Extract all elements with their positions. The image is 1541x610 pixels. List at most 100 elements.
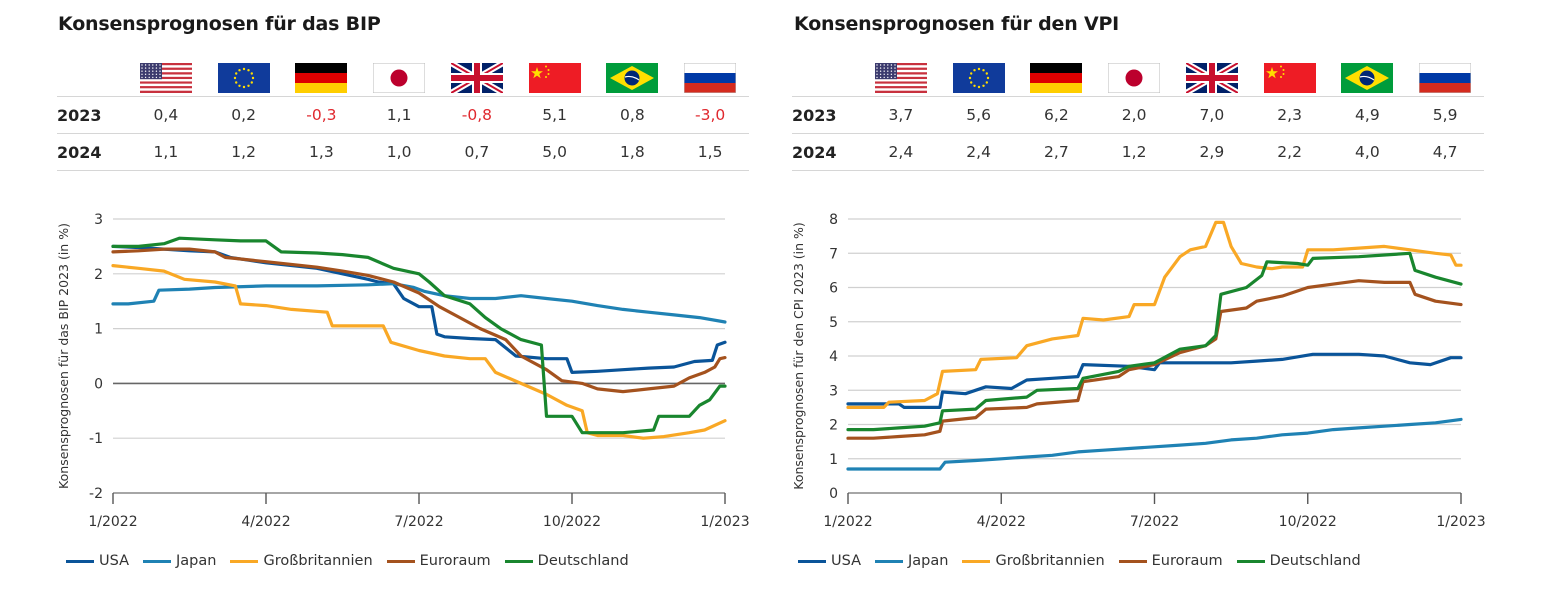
series-line-euroraum — [111, 247, 727, 394]
ru-flag-icon — [684, 63, 737, 93]
legend-item-deutschland: Deutschland — [1236, 553, 1361, 569]
table-row: 2023 0,4 0,2 -0,3 1,1 -0,8 5,1 0,8 -3,0 — [57, 96, 749, 134]
gdp-forecast-table: 2023 0,4 0,2 -0,3 1,1 -0,8 5,1 0,8 -3,0 … — [57, 60, 749, 171]
y-axis-label: Konsensprognosen für das BIP 2023 (in %) — [56, 223, 71, 489]
legend-swatch — [798, 559, 826, 563]
x-tick-label: 7/2022 — [1130, 514, 1179, 530]
eu-flag-icon — [952, 63, 1005, 93]
de-flag-icon — [295, 63, 348, 93]
cn-flag-icon — [1263, 63, 1316, 93]
table-cell: 7,0 — [1173, 96, 1251, 134]
table-cell: 2,9 — [1173, 133, 1251, 171]
table-cell: 4,9 — [1328, 96, 1407, 134]
legend-item-usa: USA — [798, 553, 861, 569]
legend-item-usa: USA — [66, 553, 129, 569]
uk-flag-icon — [1185, 63, 1238, 93]
legend-item-euroraum: Euroraum — [1118, 553, 1223, 569]
cpi-forecast-table: 2023 3,7 5,6 6,2 2,0 7,0 2,3 4,9 5,9 202… — [792, 60, 1484, 171]
x-tick-label: 7/2022 — [394, 514, 443, 530]
legend-swatch — [66, 559, 94, 563]
y-tick-label: 6 — [829, 281, 838, 297]
jp-flag-icon — [1108, 63, 1161, 93]
x-tick-label: 10/2022 — [543, 514, 601, 530]
legend-swatch — [875, 559, 904, 563]
us-flag-icon — [139, 63, 192, 93]
legend-swatch — [386, 559, 415, 563]
table-cell: 5,0 — [515, 133, 594, 171]
x-tick-label: 1/2022 — [88, 514, 137, 530]
y-tick-label: 5 — [829, 315, 838, 331]
y-tick-label: 4 — [829, 349, 838, 365]
table-cell: 4,7 — [1406, 133, 1484, 171]
table-cell: 3,7 — [862, 96, 940, 134]
table-cell: 1,2 — [1095, 133, 1173, 171]
table-cell: -0,8 — [438, 96, 516, 134]
x-tick-label: 4/2022 — [977, 514, 1026, 530]
table-cell: 2,0 — [1095, 96, 1173, 134]
legend-item-japan: Japan — [143, 553, 216, 569]
table-row: 2023 3,7 5,6 6,2 2,0 7,0 2,3 4,9 5,9 — [792, 96, 1484, 134]
table-row: 2024 1,1 1,2 1,3 1,0 0,7 5,0 1,8 1,5 — [57, 133, 749, 171]
table-cell: 5,9 — [1406, 96, 1484, 134]
legend-swatch — [962, 559, 991, 563]
cpi-panel-title: Konsensprognosen für den VPI — [794, 13, 1120, 35]
y-tick-label: 1 — [829, 452, 838, 468]
x-tick-label: 1/2022 — [823, 514, 872, 530]
x-tick-label: 1/2023 — [1436, 514, 1485, 530]
table-cell: -0,3 — [282, 96, 361, 134]
y-tick-label: 3 — [829, 383, 838, 399]
y-axis-label: Konsensprognosen für den CPI 2023 (in %) — [791, 222, 806, 490]
br-flag-icon — [1341, 63, 1394, 93]
legend-item-deutschland: Deutschland — [504, 553, 629, 569]
row-year: 2024 — [57, 133, 127, 171]
y-tick-label: -1 — [89, 431, 103, 447]
legend-swatch — [1236, 559, 1265, 563]
gdp-legend: USA Japan Großbritannien Euroraum Deutsc… — [66, 553, 643, 569]
row-year: 2023 — [57, 96, 127, 134]
cpi-line-chart: 0 1 2 3 4 5 6 7 8 1/2022 4/2022 7/2022 10/2022 1/2023… — [791, 212, 1486, 530]
series-line-grossbritannien — [846, 220, 1463, 409]
series-line-deutschland — [846, 251, 1463, 432]
us-flag-icon — [874, 63, 927, 93]
x-tick-label: 4/2022 — [241, 514, 290, 530]
legend-item-japan: Japan — [875, 553, 948, 569]
y-tick-label: 3 — [94, 212, 103, 228]
y-tick-label: 1 — [94, 322, 103, 338]
series-line-japan — [111, 282, 727, 324]
table-cell: 1,1 — [360, 96, 438, 134]
table-cell: -3,0 — [671, 96, 749, 134]
table-cell: 1,3 — [282, 133, 361, 171]
gdp-line-chart: -2 -1 0 1 2 3 1/2022 4/2022 7/2022 10/2022 1/2023 K… — [56, 212, 750, 530]
series-line-grossbritannien — [111, 264, 727, 440]
table-cell: 0,2 — [204, 96, 283, 134]
cpi-panel: Konsensprognosen für den VPI 2023 3,7 5,… — [770, 0, 1540, 610]
y-tick-label: 0 — [829, 486, 838, 502]
y-tick-label: 7 — [829, 246, 838, 262]
legend-swatch — [504, 559, 533, 563]
flag-row — [792, 60, 1484, 97]
series-line-euroraum — [846, 279, 1463, 440]
cpi-legend: USA Japan Großbritannien Euroraum Deutsc… — [798, 553, 1375, 569]
y-tick-label: 2 — [829, 418, 838, 434]
series-line-japan — [846, 417, 1463, 471]
table-cell: 2,7 — [1017, 133, 1096, 171]
table-cell: 6,2 — [1017, 96, 1096, 134]
table-row: 2024 2,4 2,4 2,7 1,2 2,9 2,2 4,0 4,7 — [792, 133, 1484, 171]
table-cell: 1,2 — [204, 133, 283, 171]
row-year: 2024 — [792, 133, 862, 171]
x-tick-label: 10/2022 — [1279, 514, 1337, 530]
legend-item-uk: Großbritannien — [962, 553, 1105, 569]
cn-flag-icon — [528, 63, 581, 93]
table-cell: 0,7 — [438, 133, 516, 171]
table-cell: 2,3 — [1250, 96, 1329, 134]
de-flag-icon — [1030, 63, 1083, 93]
eu-flag-icon — [217, 63, 270, 93]
jp-flag-icon — [373, 63, 426, 93]
table-cell: 5,1 — [515, 96, 594, 134]
legend-swatch — [143, 559, 172, 563]
legend-swatch — [1118, 559, 1147, 563]
table-cell: 4,0 — [1328, 133, 1407, 171]
row-year: 2023 — [792, 96, 862, 134]
gdp-panel-title: Konsensprognosen für das BIP — [58, 13, 381, 35]
y-tick-label: 0 — [94, 376, 103, 392]
